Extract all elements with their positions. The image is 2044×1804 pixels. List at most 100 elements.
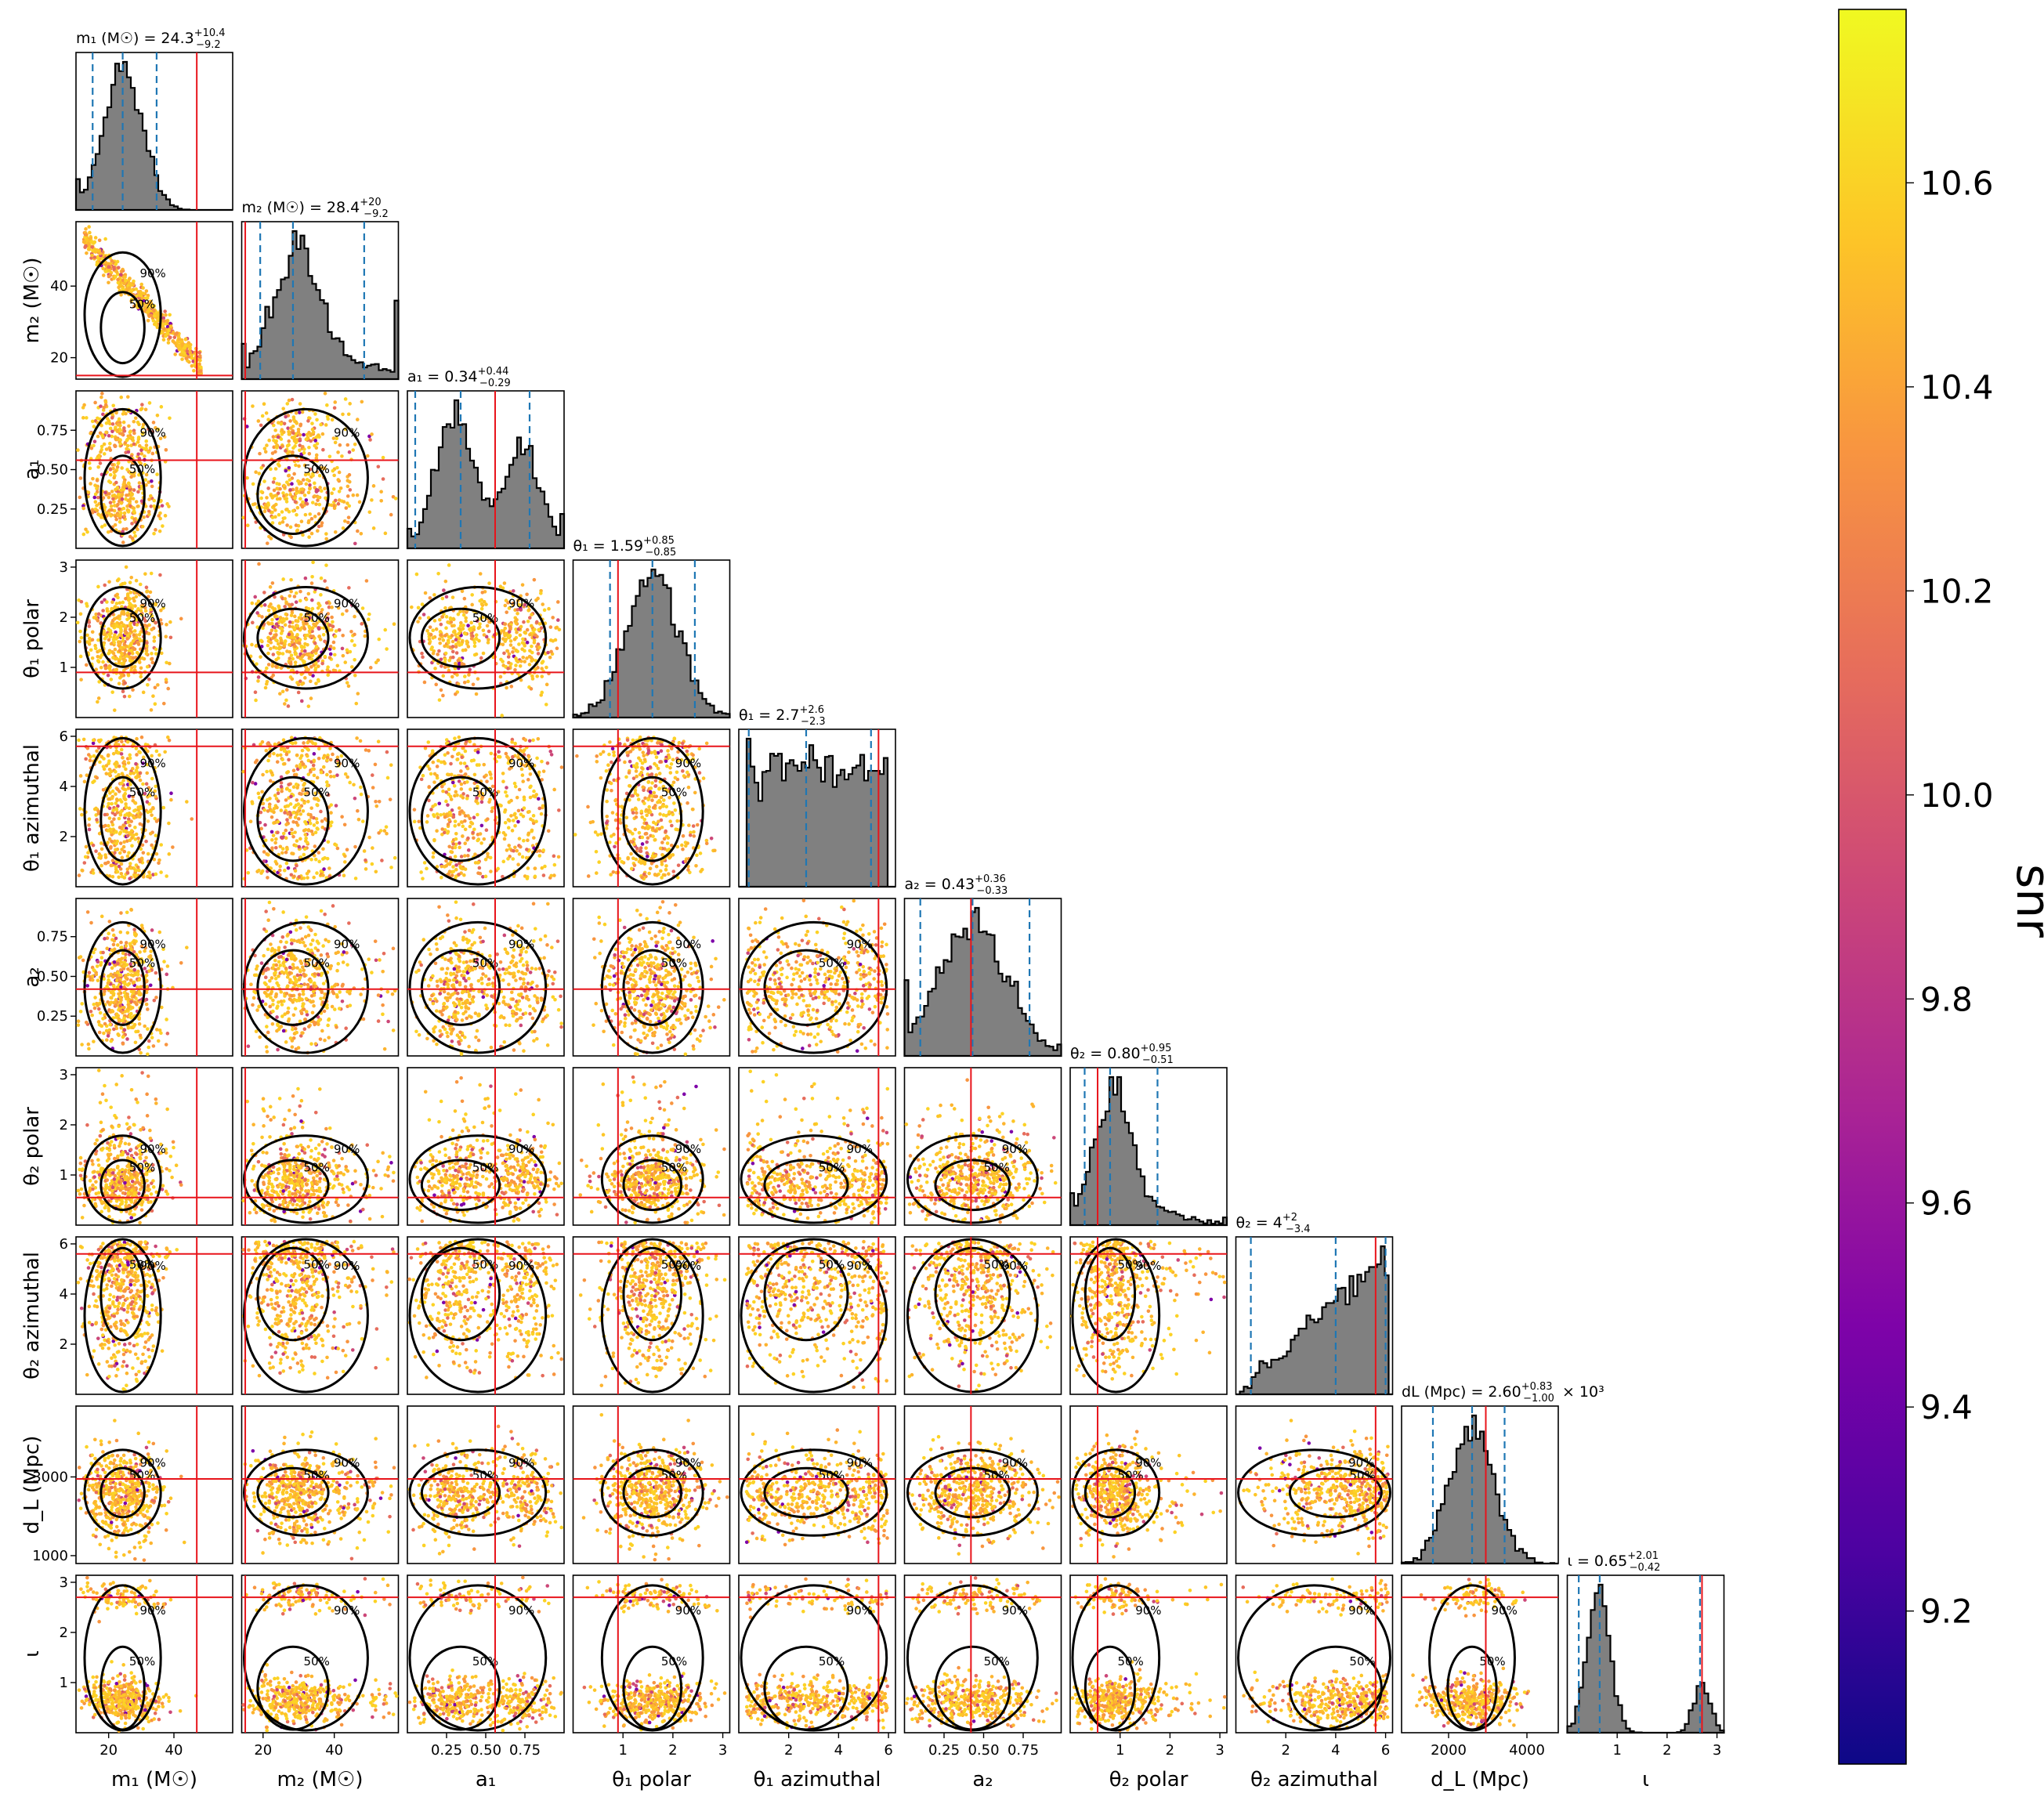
sample-point: [474, 633, 479, 637]
sample-point: [312, 875, 316, 880]
sample-point: [109, 504, 114, 508]
sample-point: [125, 395, 130, 399]
sample-point: [122, 829, 126, 833]
sample-point: [114, 656, 118, 661]
sample-point: [698, 851, 703, 855]
sample-point: [376, 739, 381, 744]
sample-point: [545, 761, 550, 765]
sample-point: [431, 760, 436, 765]
sample-point: [312, 773, 317, 778]
sample-point: [125, 526, 128, 531]
sample-point: [114, 487, 118, 492]
sample-point: [295, 863, 298, 868]
sample-point: [168, 416, 172, 421]
sample-point: [291, 768, 296, 772]
sample-point: [300, 748, 305, 753]
sample-point: [171, 845, 175, 849]
sample-point: [87, 225, 91, 229]
sample-point: [129, 668, 133, 672]
sample-point: [86, 490, 91, 494]
sample-point: [348, 488, 353, 492]
sample-point: [154, 652, 158, 656]
sample-point: [266, 486, 270, 490]
sample-point: [465, 639, 469, 644]
sample-point: [367, 835, 371, 840]
sample-point: [147, 631, 151, 636]
sample-point: [150, 776, 154, 781]
sample-point: [526, 778, 530, 782]
sample-point: [161, 805, 166, 810]
sample-point: [108, 448, 113, 452]
sample-point: [505, 848, 509, 852]
sample-point: [303, 833, 308, 837]
sample-point: [298, 806, 302, 810]
sample-point: [90, 253, 94, 258]
sample-point: [451, 869, 456, 873]
sample-point: [658, 800, 663, 804]
sample-point: [276, 787, 280, 792]
sample-point: [301, 809, 306, 813]
sample-point: [508, 639, 513, 643]
sample-point: [503, 639, 508, 643]
contour-label-90: 90%: [334, 757, 360, 771]
sample-point: [121, 844, 126, 849]
sample-point: [102, 452, 107, 456]
sample-point: [87, 461, 92, 465]
sample-point: [146, 683, 150, 687]
sample-point: [117, 816, 121, 821]
sample-point: [117, 507, 121, 512]
sample-point: [455, 752, 460, 757]
sample-point: [186, 355, 191, 359]
sample-point: [353, 643, 356, 648]
sample-point: [303, 676, 307, 680]
sample-point: [313, 666, 318, 671]
sample-point: [151, 694, 155, 698]
sample-point: [254, 470, 258, 474]
sample-point: [525, 848, 529, 851]
sample-point: [99, 665, 103, 670]
sample-point: [190, 356, 194, 360]
sample-point: [272, 751, 276, 756]
sample-point: [89, 236, 93, 240]
sample-point: [527, 654, 532, 659]
sample-point: [472, 758, 476, 762]
sample-point: [110, 422, 115, 426]
sample-point: [120, 653, 125, 656]
sample-point: [266, 503, 271, 508]
sample-point: [551, 616, 555, 620]
sample-point: [289, 535, 293, 540]
sample-point: [454, 638, 458, 642]
sample-point: [140, 656, 144, 660]
sample-point: [165, 319, 169, 324]
sample-point: [338, 486, 343, 490]
sample-point: [337, 498, 342, 502]
sample-point: [515, 848, 519, 853]
sample-point: [121, 420, 126, 425]
sample-point: [286, 804, 291, 808]
sample-point: [128, 286, 132, 291]
sample-point: [121, 506, 126, 511]
sample-point: [521, 637, 525, 642]
sample-point: [281, 491, 285, 495]
sample-point: [288, 656, 292, 660]
sample-point: [283, 605, 287, 609]
sample-point: [349, 629, 353, 634]
sample-point: [90, 419, 95, 424]
sample-point: [293, 869, 298, 873]
sample-point: [91, 871, 96, 875]
sample-point: [305, 478, 309, 482]
sample-point: [462, 854, 467, 858]
sample-point: [289, 577, 293, 582]
sample-point: [416, 620, 420, 624]
sample-point: [267, 438, 271, 443]
sample-point: [110, 690, 114, 694]
sample-point: [192, 368, 196, 373]
sample-point: [541, 873, 546, 877]
sample-point: [657, 772, 662, 775]
sample-point: [329, 803, 333, 807]
sample-point: [671, 812, 675, 817]
sample-point: [331, 646, 336, 650]
sample-point: [500, 714, 505, 718]
sample-point: [127, 851, 131, 855]
sample-point: [314, 645, 319, 649]
